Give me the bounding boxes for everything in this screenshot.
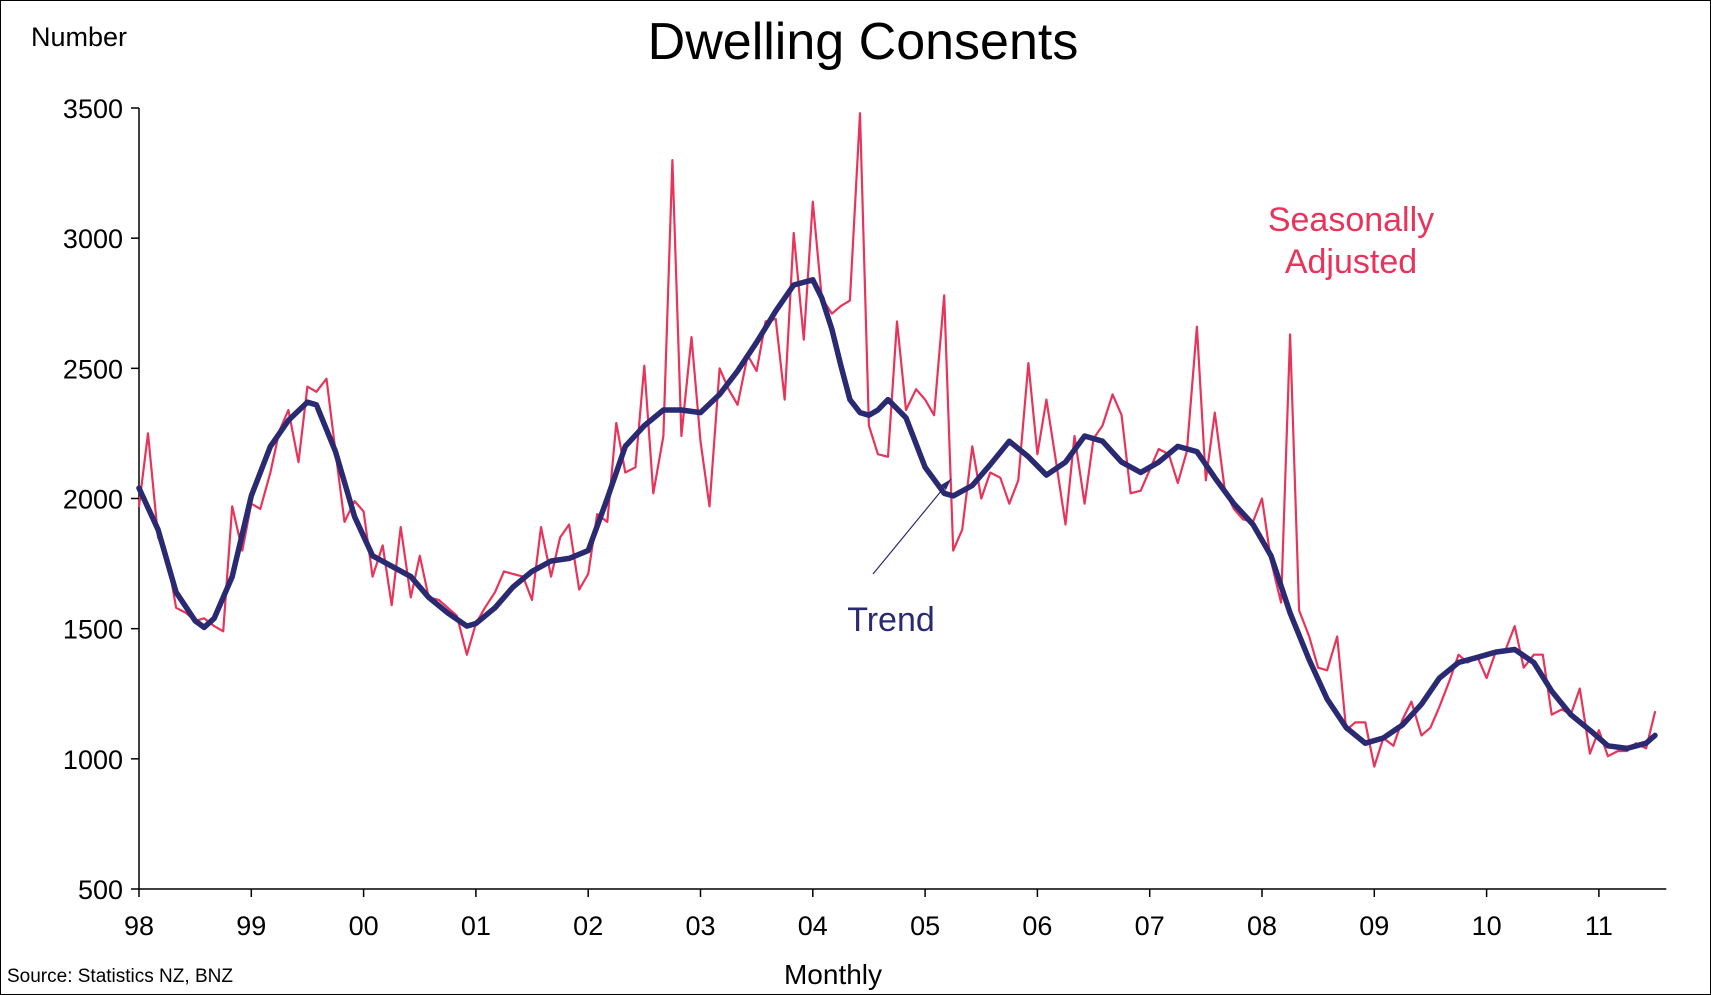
y-tick-label: 2000 [63, 485, 123, 515]
x-tick-label: 08 [1247, 911, 1277, 941]
axes: 500 1000 1500 2000 2500 3000 3500 98 99 00 01 02 03 0… [63, 94, 1667, 941]
y-tick-label: 500 [78, 875, 123, 905]
y-tick-label: 1500 [63, 615, 123, 645]
x-tick-label: 00 [349, 911, 379, 941]
x-tick-label: 02 [573, 911, 603, 941]
annotation-trend: Trend [847, 601, 935, 639]
x-tick-label: 10 [1472, 911, 1502, 941]
x-tick-label: 99 [236, 911, 266, 941]
y-tick-label: 3000 [63, 224, 123, 254]
source-note: Source: Statistics NZ, BNZ [7, 966, 233, 987]
x-tick-label: 01 [461, 911, 491, 941]
series-line-trend [136, 277, 1658, 752]
x-axis-label: Monthly [784, 959, 882, 990]
x-tick-label: 04 [798, 911, 828, 941]
annotation-seasonally-adjusted: Adjusted [1285, 243, 1417, 281]
y-tick-label: 3500 [63, 94, 123, 124]
y-tick-label: 2500 [63, 354, 123, 384]
x-tick-label: 98 [124, 911, 154, 941]
y-axis-unit-label: Number [31, 22, 127, 52]
trend-pointer-line [872, 478, 952, 575]
series-layer [136, 112, 1658, 768]
x-tick-label: 03 [685, 911, 715, 941]
x-tick-label: 06 [1022, 911, 1052, 941]
chart-title: Dwelling Consents [648, 13, 1079, 71]
annotation-seasonally-adjusted: Seasonally [1268, 201, 1434, 239]
x-tick-label: 11 [1585, 911, 1613, 941]
annotation-layer: Seasonally Adjusted Trend [847, 201, 1434, 639]
y-tick-label: 1000 [63, 745, 123, 775]
series-line-seasonally-adjusted [137, 112, 1657, 768]
x-tick-label: 09 [1359, 911, 1389, 941]
x-tick-label: 05 [910, 911, 940, 941]
trend-pointer-arrowhead [941, 479, 951, 490]
x-tick-label: 07 [1135, 911, 1165, 941]
